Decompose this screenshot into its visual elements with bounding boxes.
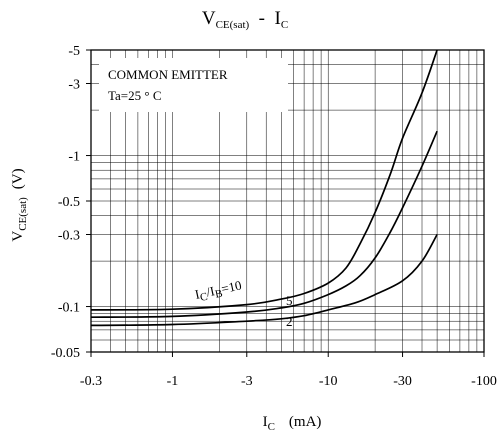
x-tick-label: -0.3 [80, 374, 102, 389]
curve-ratio-2 [90, 234, 438, 327]
x-tick-label: -10 [319, 374, 338, 389]
annotation-temperature: Ta=25 ° C [108, 88, 162, 103]
curve-label-10: IC/IB=10 [194, 277, 244, 304]
y-tick-label: -0.05 [51, 346, 80, 361]
x-tick-label: -100 [471, 374, 497, 389]
x-tick-label: -3 [241, 374, 253, 389]
curve-ratio-10 [90, 49, 438, 311]
curve-ratio-5 [90, 130, 438, 319]
curves [90, 49, 438, 327]
y-tick-label: -1 [68, 150, 80, 165]
axis-ticks: -0.3 -1 -3 -10 -30 -100 -0.05 -0.1 -0.3 -0.5 -1 -3 -… [51, 44, 497, 389]
y-tick-label: -0.1 [58, 301, 80, 316]
curve-label-2: 2 [286, 314, 293, 329]
y-tick-label: -3 [68, 77, 80, 92]
chart-title: VCE(sat) - IC [202, 8, 288, 31]
annotation-common-emitter: COMMON EMITTER [108, 67, 228, 82]
y-tick-label: -0.3 [58, 228, 80, 243]
y-tick-label: -5 [68, 44, 80, 59]
curve-label-5: 5 [286, 293, 293, 308]
annotation-box [99, 58, 288, 112]
x-tick-label: -30 [393, 374, 412, 389]
x-tick-label: -1 [167, 374, 179, 389]
y-axis-label: VCE(sat)(V) [10, 168, 29, 241]
y-tick-label: -0.5 [58, 195, 80, 210]
x-axis-label: IC (mA) [263, 414, 322, 433]
